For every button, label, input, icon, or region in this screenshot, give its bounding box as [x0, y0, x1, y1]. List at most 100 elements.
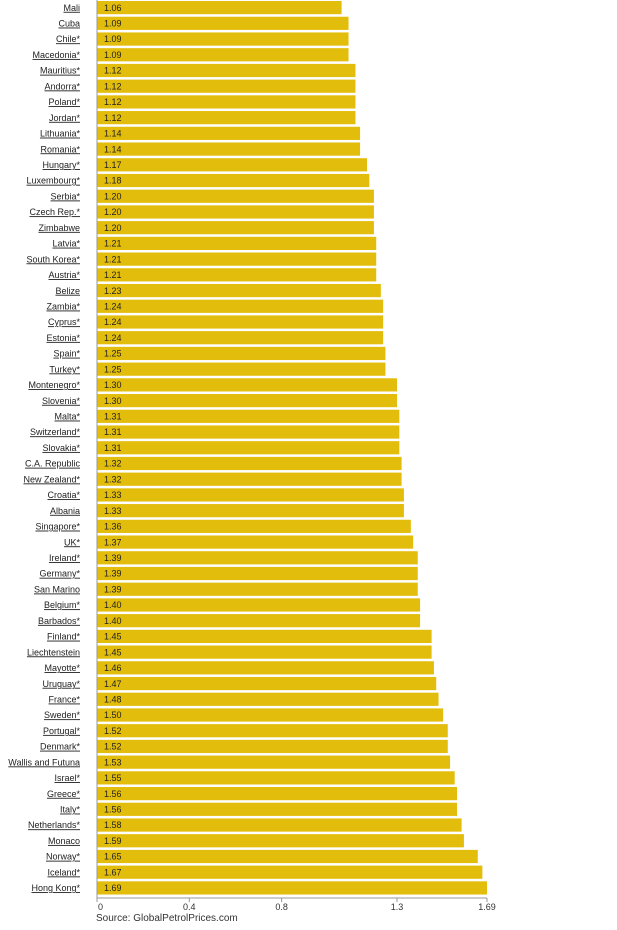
- category-label[interactable]: Cuba: [58, 19, 80, 29]
- category-label[interactable]: Croatia*: [47, 490, 80, 500]
- category-label[interactable]: Wallis and Futuna: [8, 757, 80, 767]
- category-label[interactable]: Ireland*: [49, 553, 81, 563]
- bar: [97, 535, 414, 549]
- category-label[interactable]: Iceland*: [47, 867, 80, 877]
- category-label[interactable]: Jordan*: [49, 113, 81, 123]
- category-label[interactable]: Barbados*: [38, 616, 81, 626]
- value-label: 1.30: [104, 396, 122, 406]
- category-label[interactable]: Singapore*: [35, 522, 80, 532]
- category-label[interactable]: Germany*: [39, 569, 80, 579]
- bar: [97, 1, 342, 15]
- bar: [97, 724, 448, 738]
- category-label[interactable]: Hungary*: [42, 160, 80, 170]
- value-label: 1.52: [104, 726, 122, 736]
- value-label: 1.37: [104, 537, 122, 547]
- category-label[interactable]: San Marino: [34, 584, 80, 594]
- value-label: 1.69: [104, 883, 122, 893]
- category-label[interactable]: Italy*: [60, 805, 81, 815]
- bar: [97, 504, 404, 518]
- category-label[interactable]: France*: [48, 694, 80, 704]
- x-tick-label: 1.3: [391, 902, 404, 912]
- value-label: 1.67: [104, 867, 122, 877]
- bar: [97, 205, 374, 219]
- category-label[interactable]: Hong Kong*: [31, 883, 80, 893]
- category-label[interactable]: Austria*: [48, 270, 80, 280]
- category-label[interactable]: UK*: [64, 537, 81, 547]
- category-label[interactable]: Montenegro*: [28, 380, 80, 390]
- category-label[interactable]: Spain*: [53, 349, 80, 359]
- bar: [97, 283, 381, 298]
- bar: [97, 834, 464, 848]
- value-label: 1.20: [104, 191, 122, 201]
- category-label[interactable]: Norway*: [46, 852, 81, 862]
- category-label[interactable]: Uruguay*: [42, 679, 80, 689]
- category-label[interactable]: Denmark*: [40, 742, 81, 752]
- category-label[interactable]: C.A. Republic: [25, 459, 81, 469]
- category-label[interactable]: Slovakia*: [42, 443, 80, 453]
- category-label[interactable]: Finland*: [47, 632, 81, 642]
- category-label[interactable]: Luxembourg*: [26, 176, 80, 186]
- category-label[interactable]: Albania: [50, 506, 80, 516]
- category-label[interactable]: Serbia*: [50, 191, 80, 201]
- category-label[interactable]: Greece*: [47, 789, 81, 799]
- category-label[interactable]: Netherlands*: [28, 820, 81, 830]
- value-label: 1.52: [104, 742, 122, 752]
- value-label: 1.40: [104, 616, 122, 626]
- category-label[interactable]: Latvia*: [52, 239, 80, 249]
- category-label[interactable]: Slovenia*: [42, 396, 81, 406]
- category-label[interactable]: New Zealand*: [23, 474, 80, 484]
- value-label: 1.48: [104, 694, 122, 704]
- value-label: 1.12: [104, 97, 122, 107]
- category-label[interactable]: Zimbabwe: [38, 223, 80, 233]
- category-label[interactable]: Estonia*: [46, 333, 80, 343]
- category-label[interactable]: Romania*: [40, 144, 80, 154]
- category-label[interactable]: Czech Rep.*: [29, 207, 80, 217]
- value-label: 1.56: [104, 789, 122, 799]
- category-label[interactable]: South Korea*: [26, 254, 80, 264]
- bar: [97, 268, 377, 282]
- bar: [97, 346, 386, 361]
- bar: [97, 472, 402, 486]
- category-label[interactable]: Zambia*: [46, 301, 80, 311]
- category-label[interactable]: Mayotte*: [44, 663, 80, 673]
- category-label[interactable]: Israel*: [54, 773, 80, 783]
- category-label[interactable]: Macedonia*: [32, 50, 80, 60]
- bar: [97, 661, 434, 675]
- bar: [97, 173, 370, 188]
- value-label: 1.32: [104, 474, 122, 484]
- value-label: 1.30: [104, 380, 122, 390]
- bar: [97, 629, 432, 643]
- category-label[interactable]: Lithuania*: [40, 129, 81, 139]
- bar: [97, 614, 421, 628]
- value-label: 1.32: [104, 459, 122, 469]
- value-label: 1.24: [104, 301, 122, 311]
- category-label[interactable]: Belize: [55, 286, 80, 296]
- category-label[interactable]: Belgium*: [44, 600, 81, 610]
- category-label[interactable]: Sweden*: [44, 710, 81, 720]
- bar: [97, 456, 402, 471]
- bar: [97, 488, 404, 502]
- category-label[interactable]: Cyprus*: [48, 317, 81, 327]
- bar: [97, 676, 437, 691]
- category-label[interactable]: Poland*: [48, 97, 80, 107]
- bar: [97, 441, 400, 455]
- category-label[interactable]: Chile*: [56, 34, 81, 44]
- category-label[interactable]: Switzerland*: [30, 427, 81, 437]
- value-label: 1.14: [104, 144, 122, 154]
- category-label[interactable]: Malta*: [54, 412, 80, 422]
- bar: [97, 551, 418, 565]
- bar: [97, 394, 397, 408]
- category-label[interactable]: Mali: [63, 3, 80, 13]
- value-label: 1.40: [104, 600, 122, 610]
- bar: [97, 63, 356, 78]
- category-label[interactable]: Monaco: [48, 836, 80, 846]
- category-label[interactable]: Turkey*: [49, 364, 80, 374]
- value-label: 1.21: [104, 270, 122, 280]
- category-label[interactable]: Mauritius*: [40, 66, 81, 76]
- category-label[interactable]: Liechtenstein: [27, 647, 80, 657]
- category-label[interactable]: Portugal*: [43, 726, 81, 736]
- value-label: 1.09: [104, 50, 122, 60]
- category-label[interactable]: Andorra*: [44, 81, 80, 91]
- bar: [97, 755, 451, 769]
- value-label: 1.14: [104, 129, 122, 139]
